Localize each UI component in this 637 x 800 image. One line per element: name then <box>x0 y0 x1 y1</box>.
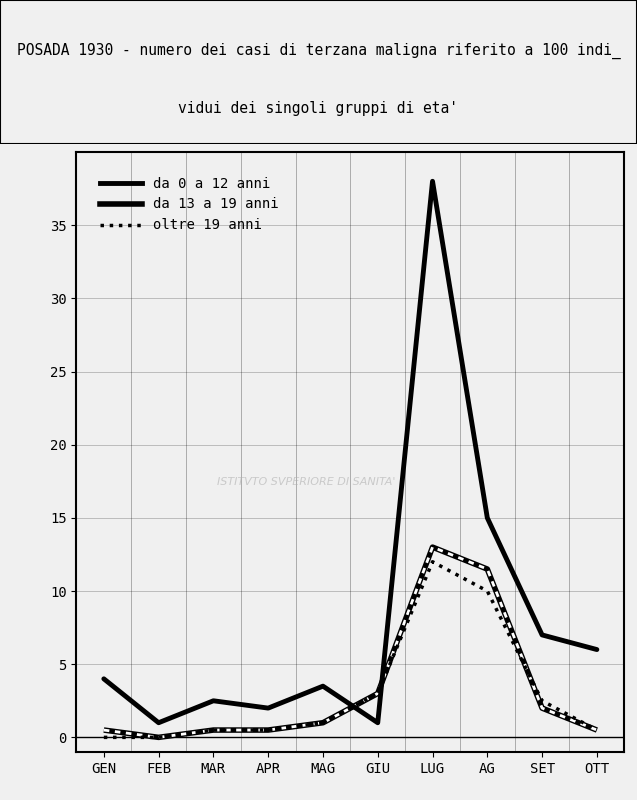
Text: vidui dei singoli gruppi di eta': vidui dei singoli gruppi di eta' <box>178 101 459 115</box>
Text: ISTITVTO SVPERIORE DI SANITA': ISTITVTO SVPERIORE DI SANITA' <box>217 477 396 487</box>
Legend: da 0 a 12 anni, da 13 a 19 anni, oltre 19 anni: da 0 a 12 anni, da 13 a 19 anni, oltre 1… <box>94 171 284 238</box>
Text: POSADA 1930 - numero dei casi di terzana maligna riferito a 100 indi_: POSADA 1930 - numero dei casi di terzana… <box>17 42 620 58</box>
